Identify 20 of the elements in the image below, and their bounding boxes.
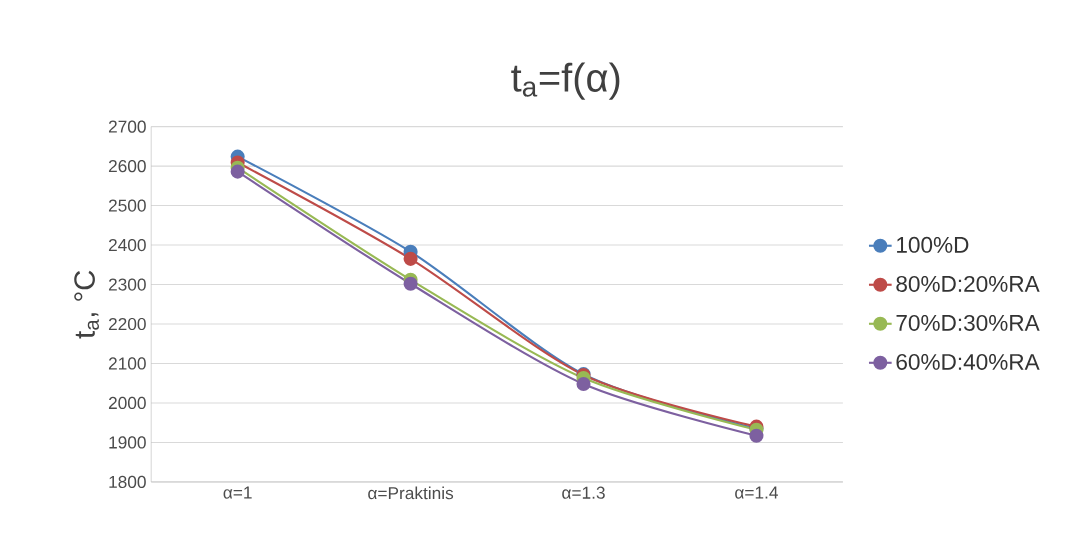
y-tick-label: 2700 bbox=[108, 120, 146, 133]
y-tick-label: 2300 bbox=[108, 278, 146, 291]
x-tick-label: α=Praktinis bbox=[368, 486, 454, 500]
y-tick-label: 2200 bbox=[108, 317, 146, 331]
y-tick-label: 1900 bbox=[109, 436, 146, 449]
chart-title: t$_{a}$=f(α) bbox=[511, 62, 620, 100]
x-tick-label: α=1.3 bbox=[562, 486, 605, 499]
legend-label: 100%D bbox=[897, 236, 969, 253]
y-axis-title: t$_{a}$, °C bbox=[74, 270, 99, 339]
x-tick-label: α=1.4 bbox=[735, 486, 778, 499]
x-tick-label: α=1 bbox=[223, 486, 252, 499]
legend-label: 70%D:30%RA bbox=[896, 314, 1040, 331]
y-tick-label: 2500 bbox=[108, 199, 146, 212]
y-tick-label: 2100 bbox=[108, 357, 146, 370]
y-tick-label: 2400 bbox=[108, 239, 146, 252]
legend-label: 80%D:20%RA bbox=[896, 275, 1040, 292]
y-tick-label: 2000 bbox=[108, 396, 146, 410]
y-tick-label: 2600 bbox=[108, 160, 146, 173]
y-tick-label: 1800 bbox=[109, 475, 146, 489]
legend-label: 60%D:40%RA bbox=[896, 353, 1040, 370]
